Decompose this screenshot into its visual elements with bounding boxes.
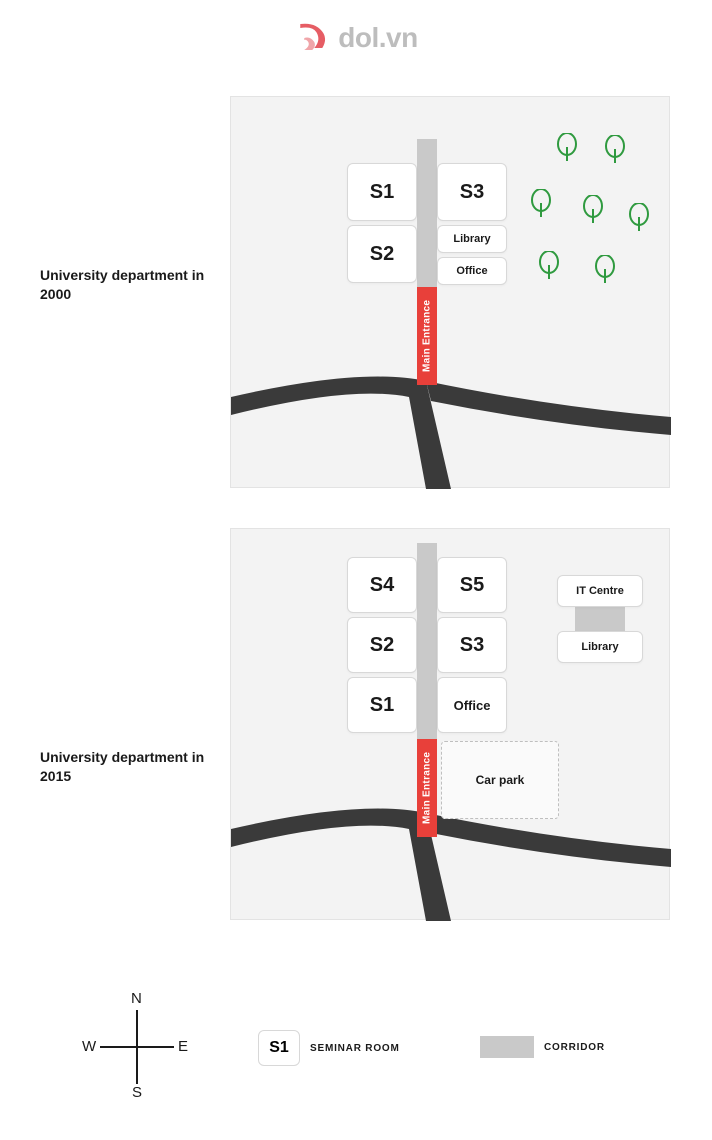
logo-text: dol.vn [338,22,417,54]
tree-icon [603,135,627,165]
main-entrance-2000: Main Entrance [417,287,437,385]
room-it-centre: IT Centre [557,575,643,607]
map-panel-2000: Main Entrance S1 S2 S3 Library Office [230,96,670,488]
corridor-vertical [417,139,437,287]
legend-seminar-box: S1 [258,1030,300,1066]
tree-icon [529,189,553,219]
room-s5: S5 [437,557,507,613]
room-office-b: Office [437,677,507,733]
tree-icon [555,133,579,163]
legend-corridor-swatch [480,1036,534,1058]
room-library-b: Library [557,631,643,663]
panel1-caption: University department in 2000 [40,266,210,304]
main-entrance-2015: Main Entrance [417,739,437,837]
legend-seminar: S1 SEMINAR ROOM [258,1030,400,1066]
room-s2-b: S2 [347,617,417,673]
compass-s: S [132,1084,142,1101]
room-s3-b: S3 [437,617,507,673]
tree-icon [537,251,561,281]
room-s2: S2 [347,225,417,283]
room-s4: S4 [347,557,417,613]
corridor-it [575,607,625,631]
room-library: Library [437,225,507,253]
tree-icon [581,195,605,225]
compass-n: N [131,990,142,1007]
panel2-caption: University department in 2015 [40,748,210,786]
map-panel-2015: Main Entrance S4 S2 S1 S5 S3 Office IT C… [230,528,670,920]
compass: N S E W [82,992,192,1102]
tree-icon [627,203,651,233]
room-s1: S1 [347,163,417,221]
corridor-vertical-2015 [417,543,437,739]
compass-w: W [82,1038,96,1055]
car-park: Car park [441,741,559,819]
legend-corridor-label: CORRIDOR [544,1042,605,1053]
legend-seminar-label: SEMINAR ROOM [310,1043,400,1054]
logo-mark-icon [294,20,330,56]
room-office: Office [437,257,507,285]
tree-icon [593,255,617,285]
compass-e: E [178,1038,188,1055]
legend-corridor: CORRIDOR [480,1036,605,1058]
room-s3: S3 [437,163,507,221]
brand-logo: dol.vn [294,20,417,56]
room-s1-b: S1 [347,677,417,733]
